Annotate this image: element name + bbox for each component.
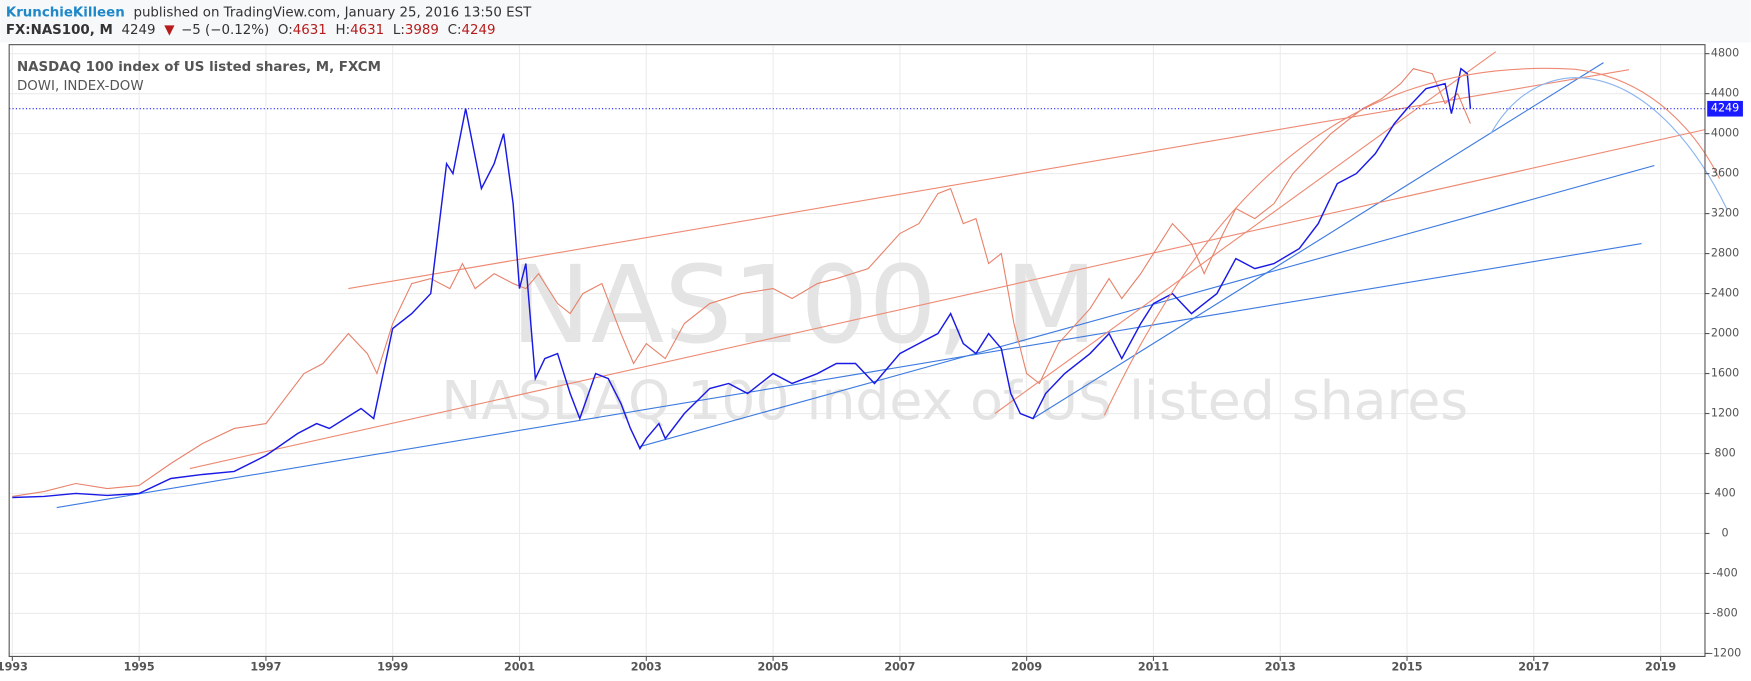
y-tick-label: 4400: [1711, 87, 1739, 100]
trend-line: [348, 69, 1630, 290]
x-tick-label: 2017: [1518, 661, 1549, 674]
close: 4249: [461, 23, 495, 38]
x-tick-label: 1997: [250, 661, 281, 674]
last-price-label: 4249: [1711, 102, 1739, 115]
author[interactable]: KrunchieKilleen: [6, 5, 125, 20]
plot-frame: [8, 44, 1706, 657]
y-tick-label: 1600: [1711, 367, 1739, 380]
open: 4631: [293, 23, 327, 38]
symbol: FX:NAS100, M: [6, 23, 113, 38]
last-price-tag: [1707, 100, 1743, 117]
trend-line: [189, 129, 1706, 470]
header-bar: [0, 0, 1751, 43]
grid: [9, 44, 1705, 657]
legend-entry: NASDAQ 100 index of US listed shares, M,…: [17, 60, 381, 75]
open-label: O:: [278, 23, 293, 38]
header-line-2: FX:NAS100, M 4249 ▼ −5 (−0.12%) O:4631 H…: [6, 23, 496, 38]
y-tick-label: 4000: [1711, 127, 1739, 140]
x-tick-label: 1999: [377, 661, 408, 674]
x-tick-label: 2007: [884, 661, 915, 674]
y-tick-label: 400: [1714, 486, 1735, 499]
x-tick-label: 2011: [1138, 661, 1169, 674]
legend-entry: DOWI, INDEX-DOW: [17, 79, 144, 94]
low-label: L:: [393, 23, 405, 38]
trend-line: [994, 51, 1497, 414]
x-tick-label: 1995: [124, 661, 155, 674]
x-tick-label: 2019: [1645, 661, 1676, 674]
y-tick-label: 4800: [1711, 47, 1739, 60]
trend-line: [1032, 62, 1604, 420]
y-tick-label: -1200: [1709, 646, 1741, 659]
watermark-description: NASDAQ 100 index of US listed shares: [441, 369, 1468, 432]
trend-line: [56, 243, 1642, 509]
x-tick-label: 2003: [631, 661, 662, 674]
trend-line: [639, 165, 1655, 448]
plot: [9, 51, 1706, 509]
y-tick-label: 0: [1722, 526, 1729, 539]
y-tick-label: 800: [1714, 447, 1735, 460]
change: −5 (−0.12%): [181, 23, 269, 38]
x-tick-label: 1993: [0, 661, 28, 674]
price: 4249: [122, 23, 156, 38]
y-tick-label: 3200: [1711, 207, 1739, 220]
close-label: C:: [448, 23, 462, 38]
y-tick-label: -400: [1712, 566, 1737, 579]
low: 3989: [405, 23, 439, 38]
x-tick-label: 2005: [758, 661, 789, 674]
arc-drawing: [1103, 67, 1720, 416]
y-tick-label: 2400: [1711, 287, 1739, 300]
published: published on TradingView.com, January 25…: [133, 5, 532, 20]
x-tick-label: 2015: [1391, 661, 1422, 674]
y-tick-label: 1200: [1711, 407, 1739, 420]
x-tick-label: 2001: [504, 661, 535, 674]
series-line: [12, 68, 1471, 498]
x-tick-label: 2009: [1011, 661, 1042, 674]
arc-drawing: [1490, 77, 1728, 211]
high: 4631: [350, 23, 384, 38]
arrow: ▼: [164, 23, 175, 38]
x-tick-label: 2013: [1265, 661, 1296, 674]
high-label: H:: [336, 23, 351, 38]
y-tick-label: 2000: [1711, 327, 1739, 340]
y-tick-label: 2800: [1711, 247, 1739, 260]
header-line-1: KrunchieKilleen published on TradingView…: [6, 5, 532, 20]
series-line: [12, 67, 1472, 499]
y-tick-label: 3600: [1711, 167, 1739, 180]
y-tick-label: -800: [1712, 606, 1737, 619]
